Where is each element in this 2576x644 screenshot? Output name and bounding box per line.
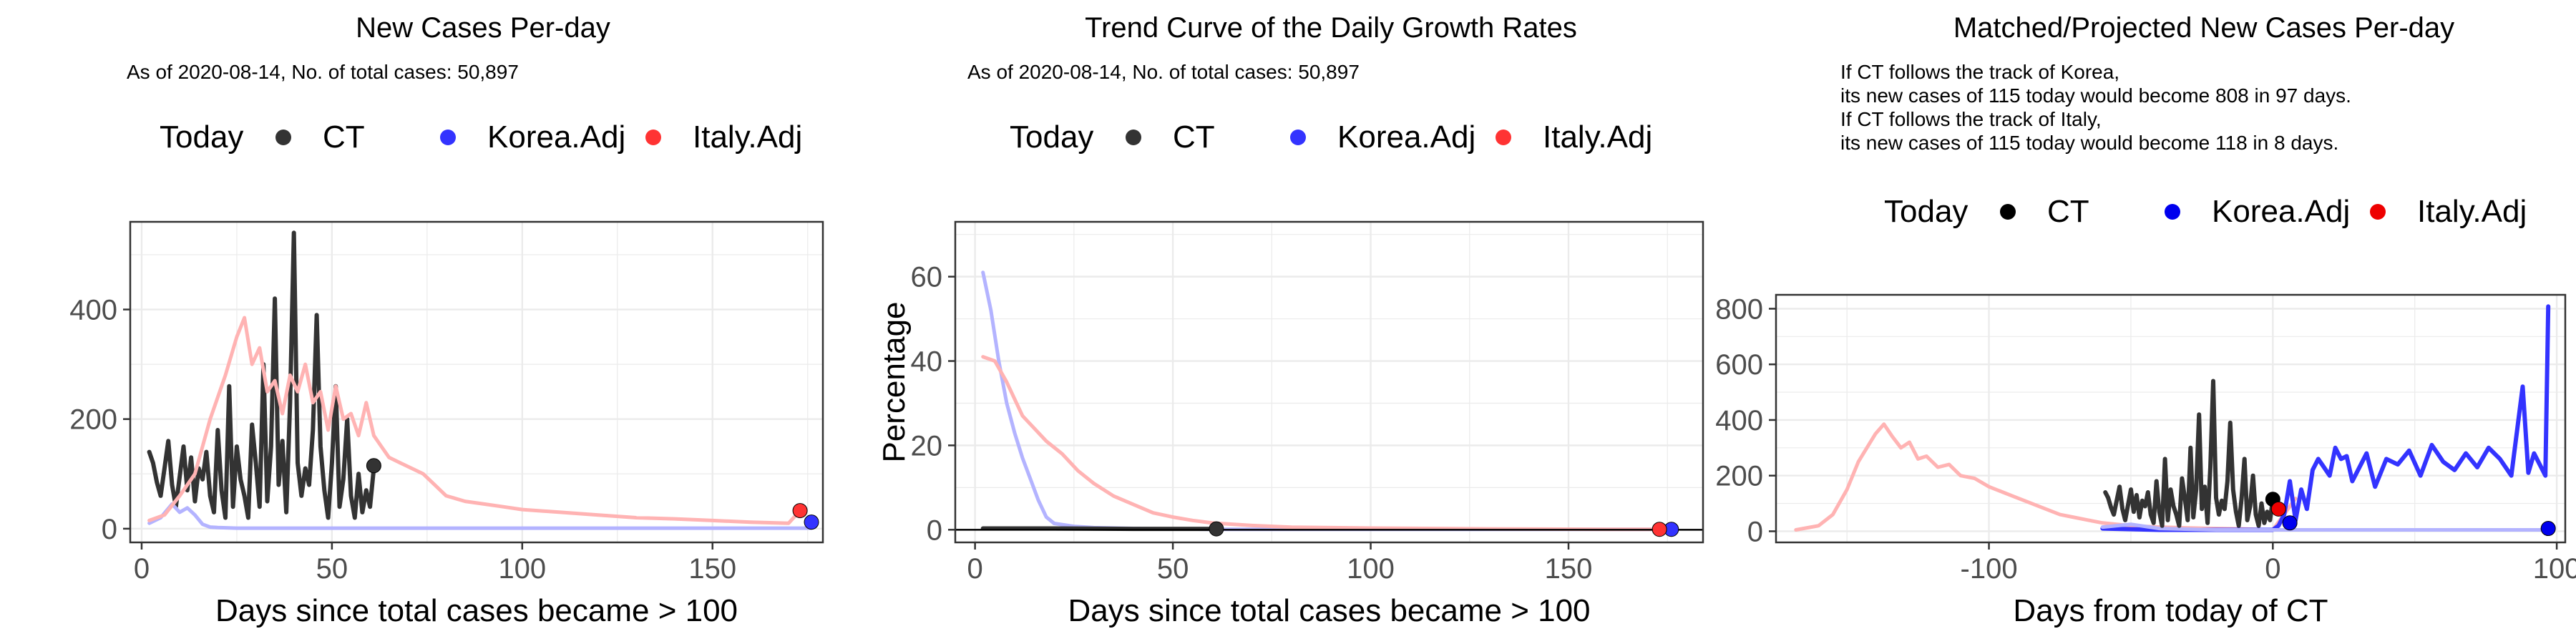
tick-label-x: 100 xyxy=(2533,553,2576,585)
series-line-korea-adj xyxy=(147,502,814,530)
legend-label: Korea.Adj xyxy=(1337,119,1475,155)
tick-label-x: 100 xyxy=(1347,553,1395,585)
series-line-italy-adj xyxy=(981,355,1662,532)
y-axis-label: Percentage xyxy=(877,301,912,462)
x-axis-label: Days since total cases became > 100 xyxy=(1068,593,1590,628)
series-line-ct xyxy=(2103,379,2275,528)
tick-label-x: 0 xyxy=(967,553,983,585)
legend-title: Today xyxy=(1010,119,1093,155)
chart-subtitle: As of 2020-08-14, No. of total cases: 50… xyxy=(127,61,519,83)
plot-border xyxy=(1775,293,2567,544)
legend-label: CT xyxy=(1173,119,1215,155)
tick-label-x: 150 xyxy=(1545,553,1593,585)
plot-border xyxy=(129,220,824,544)
legend-label: Korea.Adj xyxy=(2212,194,2350,229)
legend-marker-korea-adj xyxy=(440,130,456,145)
tick-label-x: 0 xyxy=(134,553,150,585)
chart-title: New Cases Per-day xyxy=(356,12,610,44)
tick-label-y: 400 xyxy=(69,295,117,326)
tick-label-x: -100 xyxy=(1961,553,2018,585)
legend-title: Today xyxy=(160,119,243,155)
legend-label: Italy.Adj xyxy=(693,119,802,155)
tick-label-y: 60 xyxy=(911,262,943,293)
tick-label-x: 50 xyxy=(316,553,348,585)
chart-subtitle: As of 2020-08-14, No. of total cases: 50… xyxy=(967,61,1360,83)
legend-label: Korea.Adj xyxy=(487,119,625,155)
tick-label-y: 800 xyxy=(1715,293,1763,325)
today-point-italy-adj xyxy=(2270,501,2286,517)
today-point-korea-adj xyxy=(804,514,819,530)
legend-marker-korea-adj xyxy=(2165,204,2180,220)
today-point-italy-adj xyxy=(1652,522,1667,537)
plot-background xyxy=(955,222,1703,542)
tick-label-y: 20 xyxy=(911,430,943,462)
legend-label: Italy.Adj xyxy=(2417,194,2527,229)
tick-label-x: 50 xyxy=(1157,553,1189,585)
tick-label-y: 0 xyxy=(927,514,942,546)
legend-marker-ct xyxy=(2000,204,2016,220)
tick-label-x: 0 xyxy=(2265,553,2280,585)
tick-label-x: 150 xyxy=(688,553,736,585)
legend-marker-italy-adj xyxy=(645,130,661,145)
series-line-korea-adj xyxy=(2100,304,2551,532)
series-line-italy-adj xyxy=(147,316,802,525)
chart-title: Matched/Projected New Cases Per-day xyxy=(1953,12,2454,44)
tick-label-y: 200 xyxy=(69,404,117,436)
legend-label: Italy.Adj xyxy=(1543,119,1652,155)
plot-background xyxy=(130,222,823,542)
tick-label-y: 400 xyxy=(1715,405,1763,436)
tick-label-y: 600 xyxy=(1715,349,1763,381)
tick-label-x: 100 xyxy=(498,553,546,585)
tick-label-y: 0 xyxy=(1747,516,1763,547)
series-line-korea-adj-full xyxy=(2100,522,2550,532)
tick-label-y: 200 xyxy=(1715,461,1763,492)
legend-label: CT xyxy=(323,119,365,155)
chart-note: its new cases of 115 today would become … xyxy=(1840,132,2338,154)
legend-marker-ct xyxy=(1126,130,1141,145)
chart-note: If CT follows the track of Italy, xyxy=(1840,108,2102,130)
today-point-korea-adj xyxy=(2540,521,2556,537)
x-axis-label: Days since total cases became > 100 xyxy=(215,593,738,628)
plot-border xyxy=(954,220,1704,544)
legend-title: Today xyxy=(1884,194,1968,229)
legend-marker-italy-adj xyxy=(2370,204,2386,220)
x-axis-label: Days from today of CT xyxy=(2013,593,2328,628)
legend-marker-ct xyxy=(275,130,291,145)
legend-marker-korea-adj xyxy=(1290,130,1306,145)
legend-label: CT xyxy=(2047,194,2089,229)
today-point-ct xyxy=(1209,521,1224,537)
today-point-korea-adj xyxy=(2282,515,2298,531)
tick-label-y: 0 xyxy=(102,514,117,545)
series-line-ct xyxy=(980,526,1219,532)
today-point-italy-adj xyxy=(792,503,808,519)
today-point-ct xyxy=(366,458,381,474)
chart-note: its new cases of 115 today would become … xyxy=(1840,84,2351,107)
legend-marker-italy-adj xyxy=(1496,130,1511,145)
chart-title: Trend Curve of the Daily Growth Rates xyxy=(1085,12,1577,44)
chart-note: If CT follows the track of Korea, xyxy=(1840,61,2119,83)
tick-label-y: 40 xyxy=(911,346,943,378)
